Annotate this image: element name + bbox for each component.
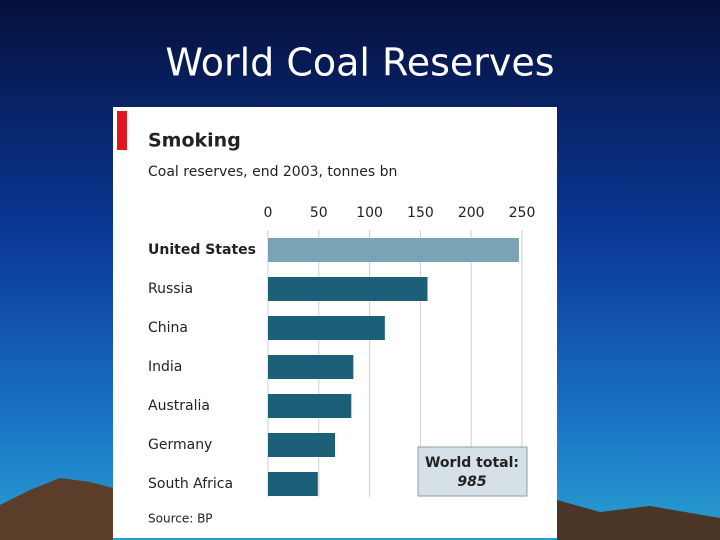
category-label: Australia bbox=[148, 398, 210, 414]
category-label: Germany bbox=[148, 437, 212, 453]
x-tick-label: 0 bbox=[264, 205, 273, 221]
chart-title: Smoking bbox=[148, 130, 241, 152]
accent-bar bbox=[117, 111, 127, 150]
x-tick-label: 100 bbox=[356, 205, 383, 221]
x-tick-label: 250 bbox=[509, 205, 536, 221]
bar bbox=[268, 316, 385, 340]
bar bbox=[268, 355, 354, 379]
category-label: South Africa bbox=[148, 476, 233, 492]
x-tick-label: 150 bbox=[407, 205, 434, 221]
mountains bbox=[0, 478, 113, 540]
source: Source: BP bbox=[148, 512, 213, 526]
category-label: China bbox=[148, 320, 188, 336]
chart-subtitle: Coal reserves, end 2003, tonnes bn bbox=[148, 164, 397, 180]
plot: 0 50 100 150 200 250 United States Russia China I… bbox=[148, 205, 535, 497]
x-tick-label: 50 bbox=[310, 205, 328, 221]
bar bbox=[268, 472, 318, 496]
slide-title: World Coal Reserves bbox=[165, 41, 554, 85]
bar bbox=[268, 433, 336, 457]
bar bbox=[268, 394, 352, 418]
category-label: India bbox=[148, 359, 182, 375]
mountains-right bbox=[557, 500, 720, 540]
x-tick-label: 200 bbox=[458, 205, 485, 221]
bar bbox=[268, 277, 428, 301]
total-box bbox=[417, 446, 528, 497]
total-label: World total: bbox=[425, 455, 519, 471]
bar bbox=[268, 238, 519, 262]
category-label: United States bbox=[148, 242, 256, 258]
total-value: 985 bbox=[457, 474, 486, 490]
category-label: Russia bbox=[148, 281, 193, 297]
